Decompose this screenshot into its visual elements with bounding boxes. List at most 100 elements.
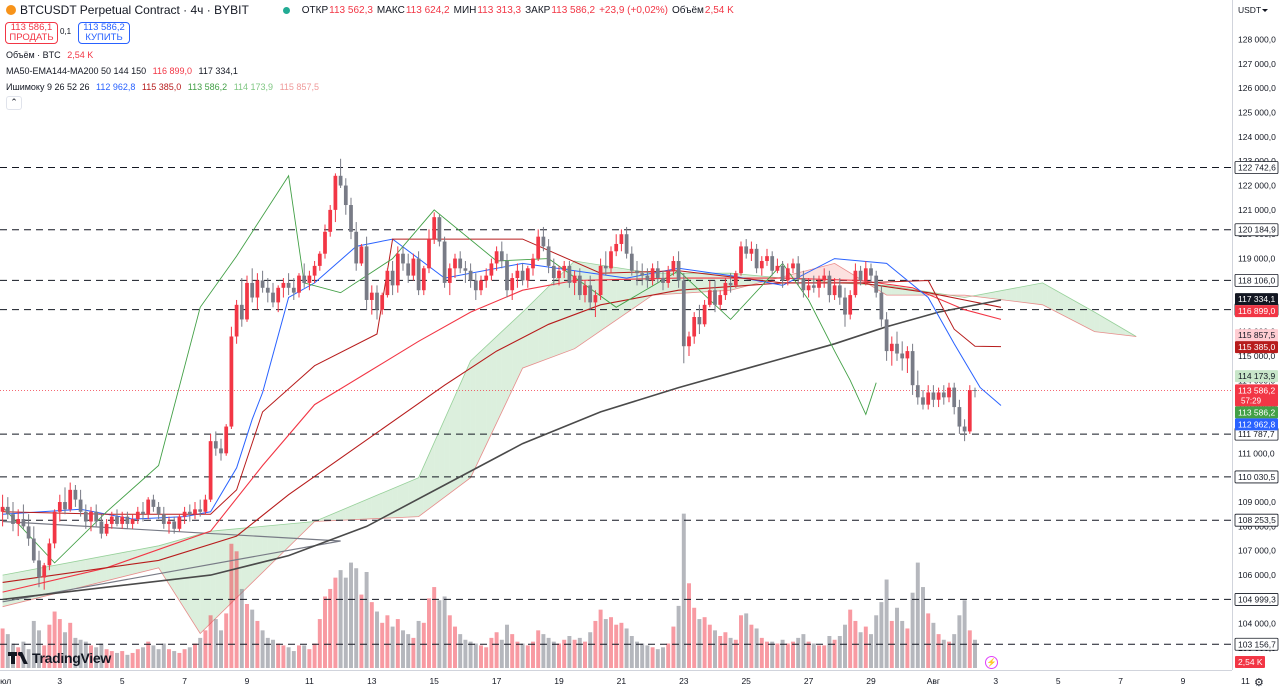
candle — [0, 506, 5, 512]
cloud-segment — [813, 267, 819, 282]
candle — [759, 261, 764, 269]
time-tick-label: 11 — [305, 676, 314, 686]
volume-bar — [453, 626, 457, 668]
volume-bar — [832, 639, 837, 668]
volume-bar — [42, 645, 47, 668]
candle — [853, 270, 858, 296]
volume-bar — [702, 617, 707, 668]
ichimoku-indicator-legend[interactable]: Ишимоку 9 26 52 26 112 962,8 115 385,0 1… — [6, 82, 323, 92]
cloud-segment — [340, 508, 346, 521]
price-tick-label: 104 000,0 — [1238, 619, 1276, 629]
ichimoku-value-4: 114 173,9 — [233, 82, 274, 92]
volume-bar — [666, 643, 671, 668]
candle — [822, 275, 827, 281]
cloud-segment — [1125, 330, 1131, 336]
candle — [447, 268, 452, 283]
volume-bars — [0, 513, 977, 668]
cloud-segment — [449, 395, 455, 494]
volume-bar — [26, 649, 31, 668]
cloud-segment — [470, 355, 476, 478]
symbol-title[interactable]: BTCUSDT Perpetual Contract · 4ч · BYBIT — [20, 3, 249, 17]
cloud-segment — [631, 269, 637, 310]
candle — [499, 251, 504, 262]
price-badge — [1235, 341, 1278, 354]
volume-bar — [546, 637, 551, 668]
candlesticks — [0, 158, 977, 590]
collapse-legend-button[interactable]: ⌃ — [6, 96, 22, 110]
cloud-segment — [137, 548, 143, 573]
gear-icon[interactable]: ⚙ — [1254, 677, 1264, 689]
candle — [458, 258, 463, 269]
spread-value: 0,1 — [60, 27, 72, 36]
cloud-segment — [1105, 318, 1111, 334]
time-tick-label: 9 — [245, 676, 250, 686]
volume-bar — [775, 643, 780, 668]
volume-bar — [395, 619, 400, 668]
currency-selector[interactable]: USDT — [1236, 4, 1268, 17]
price-badge-label: 113 586,2 — [1238, 385, 1275, 395]
candle — [234, 304, 239, 337]
volume-bar — [593, 620, 598, 668]
candle — [151, 499, 156, 507]
candle — [271, 292, 275, 303]
cloud-segment — [465, 360, 471, 482]
candle — [650, 268, 655, 281]
sell-button[interactable]: 113 586,1 ПРОДАТЬ — [5, 22, 58, 44]
volume-bar — [307, 649, 312, 668]
price-badge-label: 113 586,2 — [1238, 407, 1275, 417]
volume-indicator-legend[interactable]: Объём · BTC 2,54 K — [6, 50, 97, 60]
countdown-label: 57:29 — [1241, 396, 1262, 405]
lightning-icon[interactable]: ⚡ — [985, 656, 998, 669]
candle — [479, 280, 483, 291]
volume-bar — [884, 579, 889, 668]
candle — [848, 295, 853, 315]
cloud-segment — [293, 522, 299, 542]
candle — [801, 278, 806, 291]
price-badge — [1235, 370, 1278, 383]
volume-bar — [723, 632, 728, 668]
candle — [806, 285, 811, 291]
cloud-segment — [626, 269, 632, 313]
ma-indicator-legend[interactable]: MA50-EMA144-MA200 50 144 150 116 899,0 1… — [6, 66, 242, 76]
candle — [411, 258, 416, 276]
volume-bar — [759, 637, 764, 668]
candle — [754, 248, 759, 269]
volume-bar — [843, 624, 847, 668]
candle — [307, 275, 312, 283]
volume-bar — [967, 630, 972, 668]
volume-bar — [224, 613, 229, 668]
cloud-segment — [579, 261, 585, 346]
cloud-segment — [1079, 303, 1085, 327]
candle — [31, 538, 36, 561]
candle — [385, 270, 390, 296]
volume-bar — [390, 626, 395, 668]
candle — [941, 392, 946, 398]
level-badge-label: 110 030,5 — [1238, 472, 1275, 482]
cloud-segment — [127, 550, 133, 576]
volume-bar — [401, 630, 405, 668]
price-badge — [1235, 418, 1278, 431]
time-tick-label: Авг — [927, 676, 940, 686]
candle — [291, 287, 296, 293]
candle — [713, 290, 717, 305]
cloud-segment — [351, 503, 357, 520]
level-badge-label: 103 156,7 — [1238, 639, 1276, 649]
candle — [37, 560, 41, 578]
candle — [302, 275, 307, 283]
time-tick-label: 13 — [367, 676, 377, 686]
candle — [567, 265, 572, 283]
time-tick-label: 21 — [617, 676, 627, 686]
volume-bar — [473, 643, 478, 668]
ichimoku-cloud — [2, 260, 1137, 635]
volume-bar — [874, 615, 879, 668]
candle — [141, 511, 145, 515]
volume-bar — [905, 628, 910, 668]
cloud-segment — [304, 521, 310, 532]
candle — [676, 261, 681, 281]
buy-button[interactable]: 113 586,2 КУПИТЬ — [78, 22, 130, 44]
cloud-segment — [371, 495, 377, 519]
cloud-segment — [1042, 282, 1048, 308]
candle — [63, 502, 67, 510]
time-tick-label: 5 — [120, 676, 125, 686]
